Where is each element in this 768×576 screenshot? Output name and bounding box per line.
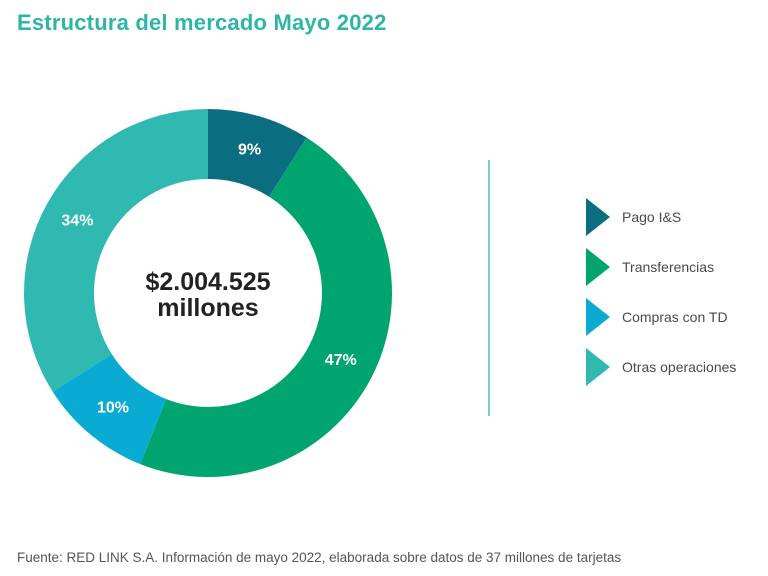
slice-label-1: 47% (325, 352, 357, 369)
slice-label-2: 10% (97, 399, 129, 416)
legend-label: Pago I&S (622, 209, 682, 225)
legend-marker (586, 198, 610, 236)
source-note: Fuente: RED LINK S.A. Información de may… (17, 550, 622, 565)
legend-label: Transferencias (622, 259, 715, 275)
slice-label-0: 9% (238, 141, 261, 158)
legend-marker (586, 298, 610, 336)
divider (488, 160, 490, 416)
chart-title: Estructura del mercado Mayo 2022 (17, 10, 387, 35)
donut-slice-1 (140, 137, 393, 478)
slice-label-3: 34% (61, 213, 93, 230)
donut-slice-0 (208, 109, 307, 197)
legend-label: Otras operaciones (622, 359, 737, 375)
legend-marker (586, 248, 610, 286)
center-unit: millones (157, 294, 258, 322)
legend-marker (586, 348, 610, 386)
center-value: $2.004.525 (145, 268, 270, 296)
donut-chart: 9% 47% 10% 34% $2.004.525 millones (23, 108, 393, 478)
donut-slice-2 (52, 354, 167, 465)
legend-label: Compras con TD (622, 309, 728, 325)
donut-slice-3 (23, 108, 208, 392)
